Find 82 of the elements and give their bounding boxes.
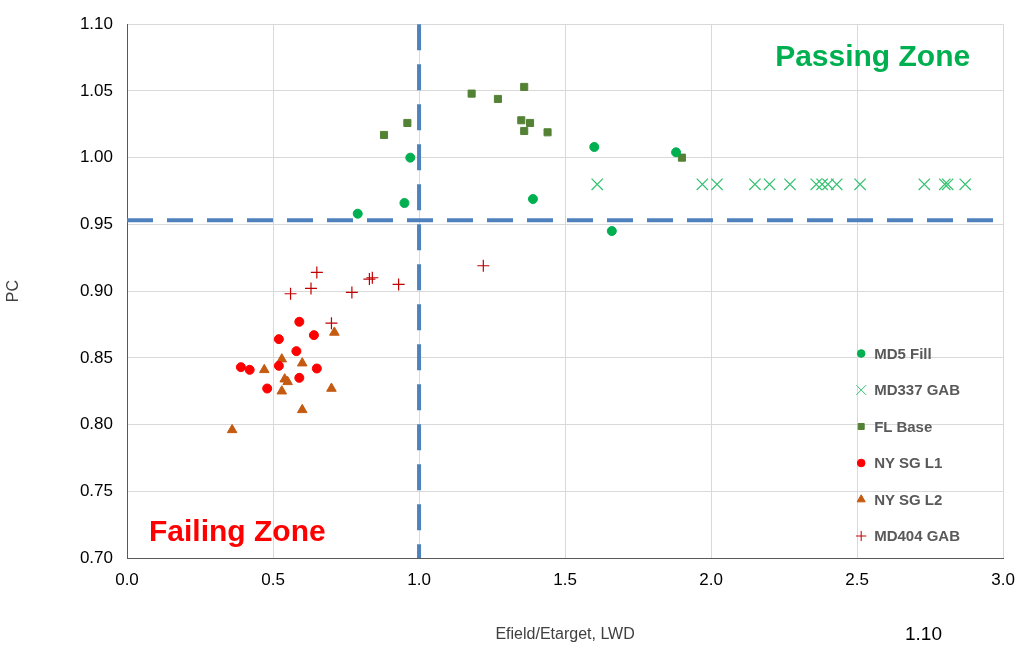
y-tick-label: 0.85 xyxy=(79,347,113,367)
point xyxy=(710,178,724,191)
point xyxy=(276,353,288,363)
point xyxy=(815,178,829,191)
point xyxy=(526,118,535,127)
point xyxy=(283,287,298,301)
point xyxy=(606,226,617,237)
point xyxy=(671,147,682,158)
point xyxy=(958,178,972,191)
point xyxy=(399,198,410,209)
point xyxy=(589,141,600,152)
y-tick-label: 0.75 xyxy=(79,480,113,500)
point xyxy=(259,363,270,374)
point xyxy=(311,363,322,374)
point xyxy=(244,364,255,375)
y-tick-label: 1.00 xyxy=(79,147,113,167)
point xyxy=(345,285,359,300)
point xyxy=(677,153,686,162)
point xyxy=(853,178,867,191)
y-tick-label: 1.05 xyxy=(79,80,113,100)
x-tick-label: 2.0 xyxy=(699,569,723,589)
x-tick-label: 1.5 xyxy=(553,569,577,589)
point xyxy=(467,89,476,98)
x-axis-title: Efield/Etarget, LWD xyxy=(495,624,635,642)
point xyxy=(830,178,843,191)
y-tick-label: 0.80 xyxy=(79,414,113,434)
point xyxy=(379,130,389,139)
annotation: Passing Zone xyxy=(775,39,971,73)
x-tick-label: 0.5 xyxy=(261,569,285,589)
point xyxy=(590,178,604,191)
point xyxy=(520,82,529,91)
point xyxy=(493,94,502,103)
y-tick-label: 0.90 xyxy=(79,280,113,300)
point xyxy=(273,334,284,345)
x-tick-label: 3.0 xyxy=(991,569,1015,589)
point xyxy=(291,346,302,357)
x-tick-label: 0.0 xyxy=(115,569,139,589)
y-tick-label: 0.95 xyxy=(79,214,113,234)
point xyxy=(696,178,709,191)
point xyxy=(329,326,340,336)
point xyxy=(324,316,339,330)
x-tick-label: 1.0 xyxy=(407,569,431,589)
legend-label: NY SG L1 xyxy=(874,454,943,472)
point xyxy=(527,194,538,205)
point xyxy=(821,178,835,191)
legend-label: MD337 GAB xyxy=(874,381,961,399)
point xyxy=(276,385,288,395)
point xyxy=(296,403,308,414)
x-tick-label: 2.5 xyxy=(845,569,869,589)
legend-label: MD404 GAB xyxy=(874,527,961,545)
annotation: Failing Zone xyxy=(149,514,326,547)
point xyxy=(294,316,305,327)
point xyxy=(403,118,412,127)
point xyxy=(310,265,324,280)
point xyxy=(748,178,762,191)
y-tick-label: 1.10 xyxy=(79,13,113,33)
point xyxy=(226,423,238,434)
point xyxy=(918,178,931,191)
point xyxy=(273,360,284,371)
point xyxy=(304,281,318,296)
point xyxy=(517,116,526,125)
point xyxy=(476,259,490,273)
point xyxy=(352,208,363,219)
point xyxy=(262,383,273,394)
point xyxy=(405,152,416,163)
point xyxy=(783,178,797,191)
legend-label: FL Base xyxy=(874,417,933,435)
text: 1.10 xyxy=(905,623,942,644)
point xyxy=(235,362,246,373)
point xyxy=(296,357,308,367)
y-axis-title: PC xyxy=(4,279,22,303)
point xyxy=(810,178,823,191)
point xyxy=(763,178,776,191)
point xyxy=(294,372,305,383)
point xyxy=(543,128,552,137)
point xyxy=(520,126,529,135)
point xyxy=(392,277,406,292)
y-tick-label: 0.70 xyxy=(79,547,113,567)
legend-label: NY SG L2 xyxy=(874,490,943,508)
point xyxy=(308,330,319,341)
legend-label: MD5 Fill xyxy=(874,344,932,362)
point xyxy=(326,382,337,392)
